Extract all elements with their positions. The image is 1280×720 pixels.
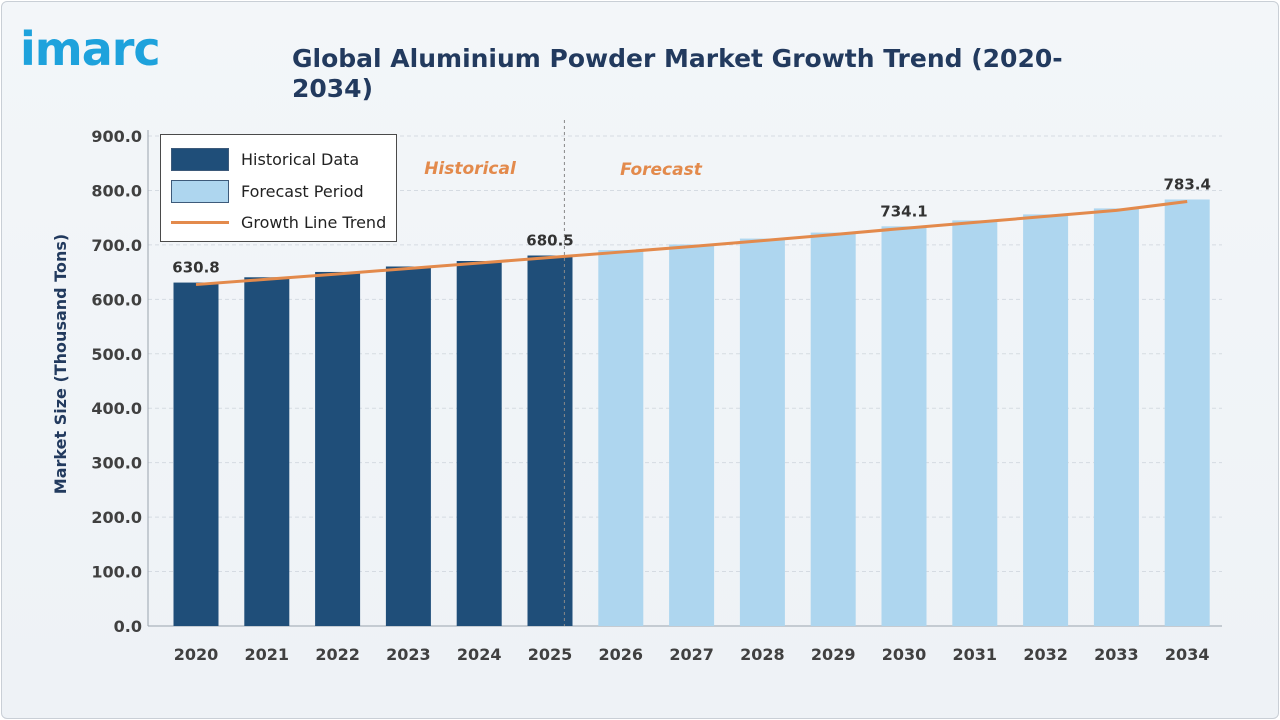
y-tick-label: 300.0 bbox=[91, 454, 142, 473]
imarc-logo: imarc bbox=[20, 22, 161, 76]
y-tick-label: 600.0 bbox=[91, 290, 142, 309]
x-tick-label: 2032 bbox=[1023, 645, 1068, 664]
y-axis-ticks: 0.0 100.0 200.0 300.0 400.0 500.0 600.0 700.0 80… bbox=[91, 127, 142, 636]
x-tick-label: 2020 bbox=[174, 645, 219, 664]
phase-label-forecast: Forecast bbox=[620, 160, 703, 180]
x-tick-label: 2024 bbox=[457, 645, 502, 664]
bar-2027 bbox=[669, 244, 715, 626]
x-tick-label: 2025 bbox=[528, 645, 573, 664]
x-tick-label: 2033 bbox=[1094, 645, 1139, 664]
bar-2028 bbox=[739, 238, 785, 626]
x-tick-label: 2026 bbox=[599, 645, 644, 664]
bar-2030 bbox=[881, 226, 927, 626]
y-tick-label: 400.0 bbox=[91, 399, 142, 418]
bars bbox=[173, 199, 1210, 627]
legend-item-forecast: Forecast Period bbox=[171, 178, 364, 204]
legend-swatch-forecast bbox=[171, 179, 229, 203]
y-tick-label: 900.0 bbox=[91, 127, 142, 146]
bar-2023 bbox=[385, 266, 431, 626]
legend-label-trend: Growth Line Trend bbox=[241, 212, 387, 232]
y-tick-label: 200.0 bbox=[91, 508, 142, 527]
y-axis-title: Market Size (Thousand Tons) bbox=[51, 234, 70, 494]
bar-2033 bbox=[1093, 208, 1139, 626]
bar-2022 bbox=[315, 271, 361, 626]
legend-item-historical: Historical Data bbox=[171, 146, 359, 172]
bar-2031 bbox=[952, 220, 998, 626]
y-tick-label: 0.0 bbox=[114, 617, 142, 636]
bar-2032 bbox=[1023, 214, 1069, 626]
bar-2024 bbox=[456, 261, 502, 626]
x-tick-label: 2021 bbox=[245, 645, 290, 664]
bar-2020 bbox=[173, 282, 219, 626]
y-tick-label: 100.0 bbox=[91, 563, 142, 582]
y-tick-label: 700.0 bbox=[91, 236, 142, 255]
x-tick-label: 2023 bbox=[386, 645, 431, 664]
data-label-2020: 630.8 bbox=[172, 259, 219, 277]
x-tick-label: 2031 bbox=[953, 645, 998, 664]
x-tick-label: 2034 bbox=[1165, 645, 1210, 664]
legend-swatch-trend bbox=[171, 220, 229, 224]
x-tick-label: 2028 bbox=[740, 645, 785, 664]
data-labels: 630.8 680.5 734.1 783.4 bbox=[172, 175, 1211, 276]
bar-2021 bbox=[244, 277, 290, 626]
bar-2029 bbox=[810, 232, 856, 626]
growth-trend-line bbox=[195, 199, 1188, 287]
x-tick-label: 2027 bbox=[669, 645, 714, 664]
legend: Historical Data Forecast Period Growth L… bbox=[160, 134, 397, 242]
x-tick-label: 2022 bbox=[315, 645, 360, 664]
bar-2025 bbox=[527, 255, 573, 626]
x-tick-label: 2029 bbox=[811, 645, 856, 664]
legend-item-trend: Growth Line Trend bbox=[171, 209, 386, 235]
legend-label-forecast: Forecast Period bbox=[241, 181, 364, 201]
data-label-2034: 783.4 bbox=[1163, 175, 1210, 193]
x-axis-ticks: 2020 2021 2022 2023 2024 2025 2026 2027 2028 2029… bbox=[174, 645, 1210, 664]
x-tick-label: 2030 bbox=[882, 645, 927, 664]
legend-swatch-historical bbox=[171, 147, 229, 171]
chart-title: Global Aluminium Powder Market Growth Tr… bbox=[292, 44, 1063, 103]
y-tick-label: 500.0 bbox=[91, 345, 142, 364]
bar-2034 bbox=[1164, 199, 1210, 626]
legend-label-historical: Historical Data bbox=[241, 149, 360, 169]
data-label-2025: 680.5 bbox=[526, 232, 573, 250]
phase-label-historical: Historical bbox=[424, 159, 517, 179]
y-tick-label: 800.0 bbox=[91, 181, 142, 200]
data-label-2030: 734.1 bbox=[880, 202, 927, 220]
bar-2026 bbox=[598, 250, 644, 627]
